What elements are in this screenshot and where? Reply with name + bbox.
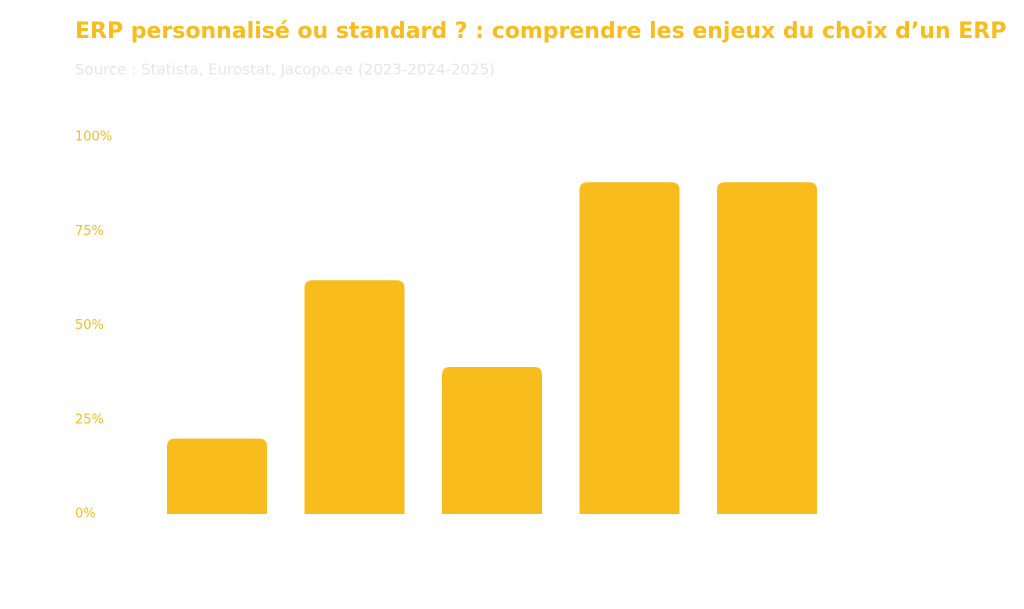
bar [579,182,680,515]
bar [167,438,267,514]
bar [442,366,542,514]
y-tick-label: 75% [75,224,104,239]
bar [717,182,817,515]
chart-subtitle: Source : Statista, Eurostat, Jacopo.ee (… [75,61,495,79]
y-tick-label: 50% [75,318,104,333]
y-tick-label: 25% [75,412,104,427]
bar [304,280,405,514]
y-tick-label: 0% [75,507,96,522]
chart-title: ERP personnalisé ou standard ? : compren… [75,19,1006,44]
y-tick-label: 100% [75,130,112,145]
